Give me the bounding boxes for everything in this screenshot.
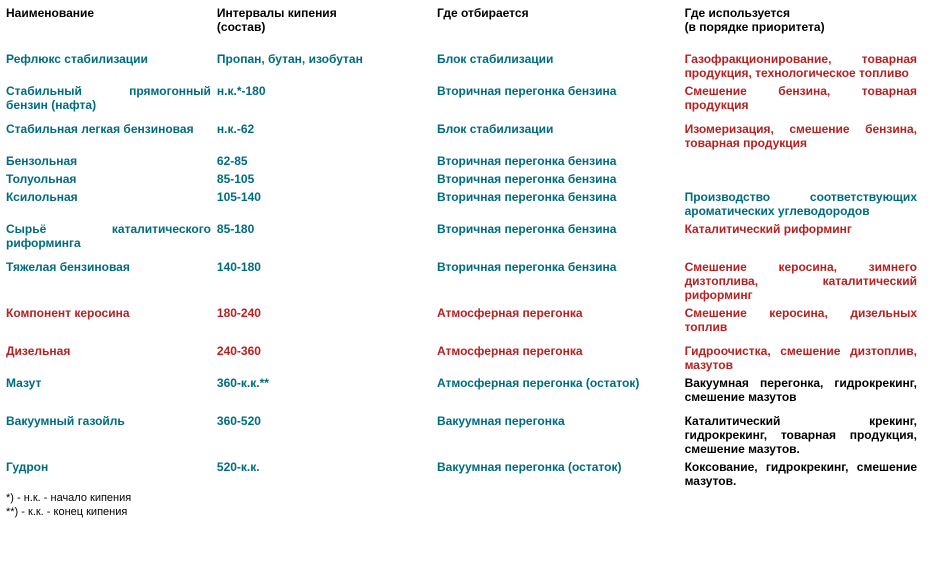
fractions-table: Наименование Интервалы кипения (состав) … <box>6 4 923 490</box>
cell-range: 520-к.к. <box>217 458 437 490</box>
header-where: Где отбирается <box>437 4 685 44</box>
cell-name: Гудрон <box>6 458 217 490</box>
cell-use: Смешение керосина, дизельных топлив <box>685 304 923 336</box>
cell-use: Коксование, гидрокрекинг, смешение мазут… <box>685 458 923 490</box>
cell-where: Вакуумная перегонка (остаток) <box>437 458 685 490</box>
cell-where: Вторичная перегонка бензина <box>437 252 685 304</box>
cell-range: н.к.-62 <box>217 114 437 152</box>
cell-where: Атмосферная перегонка (остаток) <box>437 374 685 406</box>
cell-where: Блок стабилизации <box>437 114 685 152</box>
cell-use: Смешение керосина, зимнего дизтоплива, к… <box>685 252 923 304</box>
cell-use: Гидроочистка, смешение дизтоплив, мазуто… <box>685 336 923 374</box>
cell-where: Вторичная перегонка бензина <box>437 220 685 252</box>
header-row: Наименование Интервалы кипения (состав) … <box>6 4 923 44</box>
cell-use: Изомеризация, смешение бензина, товарная… <box>685 114 923 152</box>
table-row: Сырьё каталитического риформинга85-180Вт… <box>6 220 923 252</box>
cell-use: Каталитический крекинг, гидрокрекинг, то… <box>685 406 923 458</box>
table-row: Мазут360-к.к.**Атмосферная перегонка (ос… <box>6 374 923 406</box>
cell-use: Каталитический риформинг <box>685 220 923 252</box>
table-row: Бензольная62-85Вторичная перегонка бензи… <box>6 152 923 170</box>
cell-name: Дизельная <box>6 336 217 374</box>
header-range: Интервалы кипения (состав) <box>217 4 437 44</box>
cell-range: 360-к.к.** <box>217 374 437 406</box>
table-row: Гудрон520-к.к.Вакуумная перегонка (остат… <box>6 458 923 490</box>
cell-range: 62-85 <box>217 152 437 170</box>
cell-use: Вакуумная перегонка, гидрокрекинг, смеше… <box>685 374 923 406</box>
cell-where: Вакуумная перегонка <box>437 406 685 458</box>
cell-name: Ксилольная <box>6 188 217 220</box>
cell-name: Стабильный прямогонный бензин (нафта) <box>6 82 217 114</box>
footnote-1: *) - н.к. - начало кипения <box>6 492 923 504</box>
cell-name: Сырьё каталитического риформинга <box>6 220 217 252</box>
cell-name: Компонент керосина <box>6 304 217 336</box>
cell-where: Вторичная перегонка бензина <box>437 170 685 188</box>
table-row: Тяжелая бензиновая140-180Вторичная перег… <box>6 252 923 304</box>
table-row: Толуольная85-105Вторичная перегонка бенз… <box>6 170 923 188</box>
header-use: Где используется (в порядке приоритета) <box>685 4 923 44</box>
cell-range: Пропан, бутан, изобутан <box>217 44 437 82</box>
cell-use <box>685 170 923 188</box>
header-name: Наименование <box>6 4 217 44</box>
cell-range: 360-520 <box>217 406 437 458</box>
table-row: Ксилольная105-140Вторичная перегонка бен… <box>6 188 923 220</box>
cell-use: Смешение бензина, товарная продукция <box>685 82 923 114</box>
footnote-2: **) - к.к. - конец кипения <box>6 506 923 518</box>
cell-range: 85-180 <box>217 220 437 252</box>
cell-range: 140-180 <box>217 252 437 304</box>
cell-range: 85-105 <box>217 170 437 188</box>
cell-name: Толуольная <box>6 170 217 188</box>
table-row: Стабильный прямогонный бензин (нафта)н.к… <box>6 82 923 114</box>
table-row: Дизельная240-360Атмосферная перегонкаГид… <box>6 336 923 374</box>
cell-name: Тяжелая бензиновая <box>6 252 217 304</box>
cell-name: Стабильная легкая бензиновая <box>6 114 217 152</box>
cell-name: Бензольная <box>6 152 217 170</box>
cell-range: 180-240 <box>217 304 437 336</box>
cell-name: Рефлюкс стабилизации <box>6 44 217 82</box>
cell-where: Блок стабилизации <box>437 44 685 82</box>
cell-range: н.к.*-180 <box>217 82 437 114</box>
table-row: Рефлюкс стабилизацииПропан, бутан, изобу… <box>6 44 923 82</box>
cell-range: 105-140 <box>217 188 437 220</box>
cell-name: Мазут <box>6 374 217 406</box>
cell-where: Вторичная перегонка бензина <box>437 82 685 114</box>
cell-use <box>685 152 923 170</box>
cell-where: Вторичная перегонка бензина <box>437 188 685 220</box>
table-row: Компонент керосина180-240Атмосферная пер… <box>6 304 923 336</box>
cell-use: Газофракционирование, товарная продукция… <box>685 44 923 82</box>
cell-use: Производство соответствующих ароматическ… <box>685 188 923 220</box>
cell-name: Вакуумный газойль <box>6 406 217 458</box>
table-row: Вакуумный газойль360-520Вакуумная перего… <box>6 406 923 458</box>
cell-where: Атмосферная перегонка <box>437 336 685 374</box>
cell-where: Атмосферная перегонка <box>437 304 685 336</box>
cell-range: 240-360 <box>217 336 437 374</box>
cell-where: Вторичная перегонка бензина <box>437 152 685 170</box>
table-row: Стабильная легкая бензиноваян.к.-62Блок … <box>6 114 923 152</box>
